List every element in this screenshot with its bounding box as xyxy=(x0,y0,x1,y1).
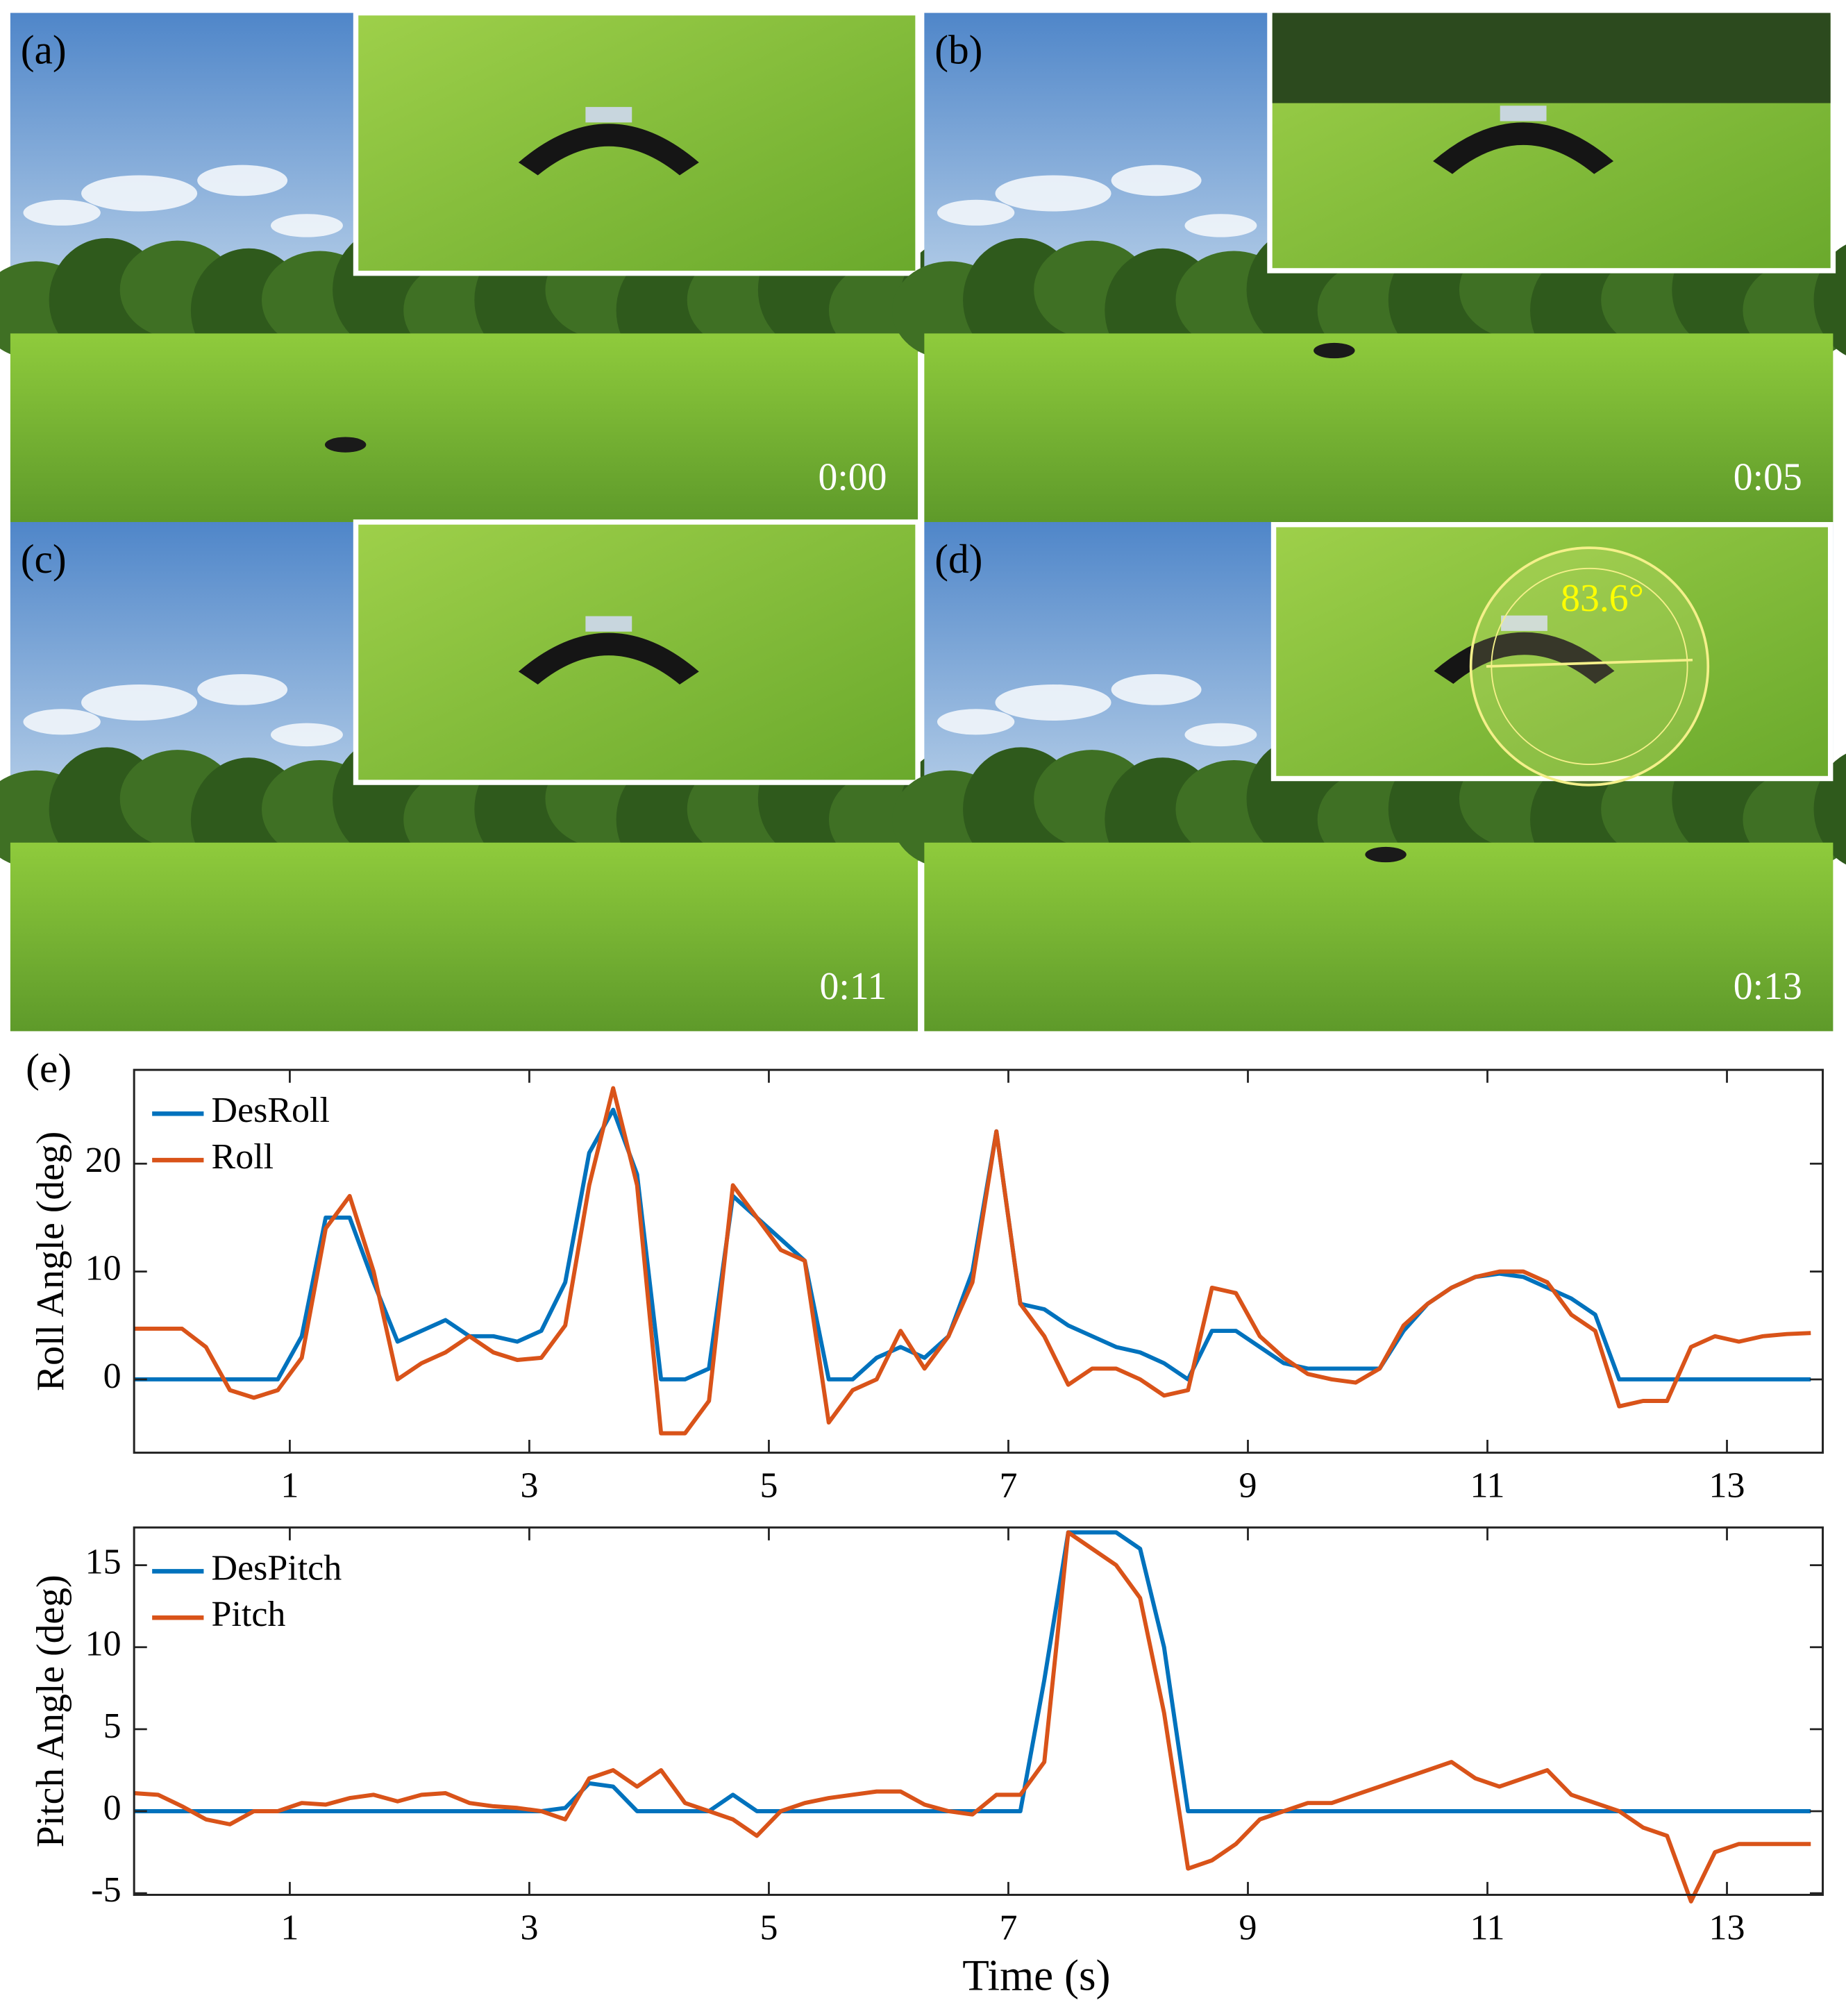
axes-box xyxy=(133,1068,1824,1454)
photo-panel: (b) 0:05 xyxy=(891,10,1846,522)
drone-body xyxy=(1500,106,1547,121)
grass xyxy=(10,333,918,522)
angle-line xyxy=(1486,658,1693,668)
y-tick-label: 0 xyxy=(103,1788,121,1828)
timestamp: 0:11 xyxy=(820,965,887,1008)
plot-area xyxy=(134,1070,1823,1453)
protractor xyxy=(1469,546,1710,787)
y-axis-label: Pitch Angle (deg) xyxy=(29,1574,72,1847)
cloud xyxy=(995,175,1111,212)
y-tick-label: 20 xyxy=(85,1141,121,1180)
x-tick-label: 11 xyxy=(1470,1465,1504,1505)
panel-label: (e) xyxy=(26,1045,72,1091)
y-tick-label: 10 xyxy=(85,1249,121,1288)
photo-panel: (d) 0:13 83.6° xyxy=(891,521,1846,1032)
legend-label: Roll xyxy=(212,1137,274,1177)
panel-label: (b) xyxy=(934,27,982,73)
cloud xyxy=(995,684,1111,721)
y-tick-label: 10 xyxy=(85,1624,121,1664)
y-tick-label: 15 xyxy=(85,1543,121,1582)
timestamp: 0:05 xyxy=(1734,455,1802,498)
series-line xyxy=(133,1530,1811,1904)
y-tick-label: 5 xyxy=(103,1706,121,1746)
grass xyxy=(924,333,1834,522)
drone-closeup xyxy=(518,632,699,684)
cloud xyxy=(270,723,343,747)
cloud xyxy=(270,214,343,237)
inset-photo xyxy=(353,10,921,276)
plot-area xyxy=(134,1527,1823,1895)
panel-label: (a) xyxy=(21,27,67,73)
cloud xyxy=(81,175,198,212)
tree xyxy=(1813,753,1846,865)
series-line xyxy=(134,1530,1811,1813)
legend-label: Pitch xyxy=(212,1595,286,1634)
panel-label: (d) xyxy=(934,536,982,582)
drone-closeup xyxy=(518,124,699,176)
drone xyxy=(1314,342,1355,359)
photo-panel: (a) 0:00 xyxy=(0,10,1016,522)
grass xyxy=(924,842,1834,1032)
x-tick-label: 13 xyxy=(1709,1908,1745,1947)
x-tick-label: 3 xyxy=(520,1908,538,1947)
x-tick-label: 5 xyxy=(760,1465,778,1505)
x-axis-label: Time (s) xyxy=(962,1951,1110,1999)
inset-photo xyxy=(353,519,921,785)
y-tick-label: 0 xyxy=(103,1356,121,1396)
drone-body xyxy=(585,616,632,632)
x-tick-label: 7 xyxy=(999,1908,1017,1947)
cloud xyxy=(937,199,1015,226)
x-tick-label: 11 xyxy=(1470,1908,1504,1947)
timestamp: 0:00 xyxy=(818,455,887,498)
x-tick-label: 13 xyxy=(1709,1465,1745,1505)
cloud xyxy=(1111,165,1202,196)
angle-label: 83.6° xyxy=(1561,577,1644,620)
drone-closeup xyxy=(1433,122,1614,174)
timestamp: 0:13 xyxy=(1734,965,1802,1008)
cloud xyxy=(197,165,288,196)
y-tick-label: -5 xyxy=(91,1870,121,1910)
drone xyxy=(1365,846,1407,863)
x-tick-label: 1 xyxy=(280,1465,299,1505)
legend-label: DesRoll xyxy=(212,1091,330,1130)
x-tick-label: 1 xyxy=(280,1908,299,1947)
cloud xyxy=(23,199,101,226)
x-tick-label: 5 xyxy=(760,1908,778,1947)
drone-closeup xyxy=(1434,632,1615,684)
cloud xyxy=(1111,674,1202,705)
x-tick-label: 3 xyxy=(520,1465,538,1505)
y-axis-label: Roll Angle (deg) xyxy=(29,1132,72,1391)
panel-label: (c) xyxy=(21,536,67,582)
series-line xyxy=(134,1086,1811,1436)
grass xyxy=(10,842,918,1032)
legend-label: DesPitch xyxy=(212,1548,342,1588)
cloud xyxy=(1184,723,1257,747)
drone-body xyxy=(1501,615,1547,631)
x-tick-label: 7 xyxy=(999,1465,1017,1505)
inset-trees xyxy=(1272,12,1831,103)
x-tick-label: 9 xyxy=(1239,1908,1257,1947)
x-tick-label: 9 xyxy=(1239,1465,1257,1505)
drone xyxy=(324,437,367,453)
cloud xyxy=(1184,214,1257,237)
axes-box xyxy=(133,1526,1824,1896)
cloud xyxy=(81,684,198,721)
drone-body xyxy=(585,107,632,123)
cloud xyxy=(937,709,1015,735)
cloud xyxy=(23,709,101,735)
cloud xyxy=(197,674,288,705)
